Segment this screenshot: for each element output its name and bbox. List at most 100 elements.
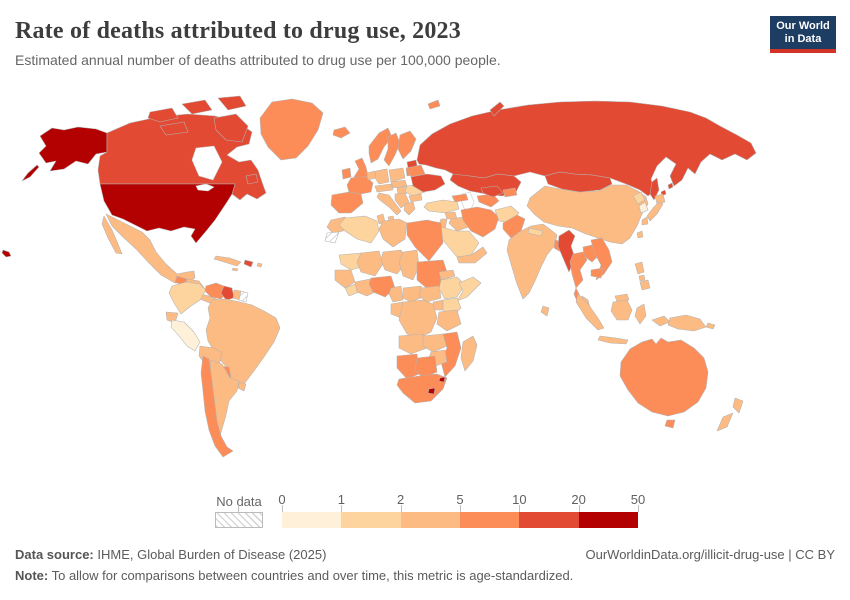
legend-bin-1-2[interactable] [341,512,401,528]
country-italy[interactable] [376,192,402,216]
country-south-korea[interactable] [638,201,649,214]
country-canada-arctic-1[interactable] [147,107,179,123]
country-japan-hokkaido[interactable] [654,193,666,205]
country-chad[interactable] [398,249,420,281]
country-angola[interactable] [398,333,428,355]
country-poland[interactable] [388,167,406,183]
country-senegal-guinea[interactable] [334,269,356,289]
country-tanzania[interactable] [436,309,462,332]
country-somalia[interactable] [456,276,482,302]
country-ethiopia[interactable] [438,276,466,300]
legend-bin-0-1[interactable] [282,512,342,528]
country-uruguay[interactable] [237,381,247,392]
legend-bin-5-10[interactable] [459,512,520,528]
country-iran[interactable] [460,206,500,238]
country-indonesia-sulawesi[interactable] [634,303,647,325]
country-lesotho[interactable] [427,387,436,395]
country-drc[interactable] [398,299,438,339]
country-haiti-dominican-republic[interactable] [243,259,254,268]
country-mexico[interactable] [105,213,196,284]
country-cambodia[interactable] [590,267,604,279]
country-norway-svalbard[interactable] [427,99,441,110]
country-australia-tasmania[interactable] [664,419,676,429]
country-mongolia[interactable] [544,171,613,193]
country-north-korea[interactable] [632,191,646,205]
country-canada-arctic-2[interactable] [181,99,213,115]
country-finland[interactable] [397,130,417,160]
country-mozambique[interactable] [440,331,462,378]
country-madagascar[interactable] [460,335,478,372]
country-indonesia-java[interactable] [597,335,629,345]
country-united-states-hawaii[interactable] [1,249,12,258]
country-canada-baffin[interactable] [213,113,249,143]
country-south-sudan[interactable] [418,285,442,303]
country-zambia[interactable] [422,333,448,353]
country-russia-sakhalin[interactable] [649,177,660,201]
country-chile[interactable] [200,355,234,458]
country-indonesia-borneo[interactable] [610,299,633,321]
owid-logo[interactable]: Our World in Data [770,16,836,53]
country-central-african-republic[interactable] [402,285,426,303]
legend-bin-10-20[interactable] [519,512,579,528]
country-japan-honshu[interactable] [646,201,664,222]
country-bulgaria[interactable] [408,193,423,203]
country-thailand[interactable] [569,251,588,289]
country-greenland[interactable] [259,98,324,161]
country-vietnam[interactable] [590,237,613,281]
country-canada-newfoundland[interactable] [245,173,259,185]
country-japan-kyushu[interactable] [641,216,649,226]
country-australia[interactable] [619,337,709,417]
country-united-states-aleutians[interactable] [21,164,40,182]
country-ireland[interactable] [341,167,352,180]
country-guyana[interactable] [220,285,235,301]
country-philippines-visayas[interactable] [638,274,646,282]
country-switzerland-austria[interactable] [374,183,394,193]
country-mexico-baja[interactable] [101,215,123,255]
country-iceland[interactable] [332,126,351,139]
country-philippines-luzon[interactable] [634,261,645,275]
country-belarus[interactable] [406,164,426,178]
country-india[interactable] [506,223,558,300]
country-caucasus[interactable] [451,193,469,203]
country-taiwan[interactable] [636,230,644,239]
country-papua-new-guinea[interactable] [667,314,707,332]
country-uzbekistan[interactable] [480,185,504,198]
no-data-swatch[interactable] [215,512,263,528]
country-yemen-oman[interactable] [456,246,488,264]
country-russia-novaya-zemlya[interactable] [489,101,505,117]
country-eswatini[interactable] [438,376,446,383]
country-new-zealand-south[interactable] [716,412,734,432]
country-belgium-netherlands[interactable] [366,170,377,181]
country-greece[interactable] [403,201,416,216]
country-norway[interactable] [368,127,393,164]
country-namibia[interactable] [396,353,420,380]
country-kyrgyzstan-tajikistan[interactable] [502,187,518,198]
country-indonesia-sumatra[interactable] [575,293,605,331]
country-puerto-rico[interactable] [256,262,263,268]
country-turkey[interactable] [423,199,460,214]
country-canada-arctic-4[interactable] [159,121,189,136]
country-eritrea-djibouti[interactable] [438,269,456,281]
country-china[interactable] [526,184,649,245]
country-french-guiana[interactable] [238,290,249,303]
country-canada-arctic-3[interactable] [217,95,247,111]
legend-bin-20-50[interactable] [578,512,638,528]
country-sri-lanka[interactable] [540,305,550,317]
country-jamaica[interactable] [231,267,239,272]
country-spain-portugal[interactable] [330,191,364,214]
country-indonesia-papua[interactable] [651,315,671,327]
country-colombia[interactable] [168,281,207,315]
country-algeria[interactable] [338,215,380,244]
country-south-africa[interactable] [396,373,448,404]
country-germany[interactable] [374,168,390,185]
country-cameroon[interactable] [388,285,404,303]
country-western-sahara[interactable] [324,231,340,244]
attribution-link[interactable]: OurWorldinData.org/illicit-drug-use | CC… [585,547,836,562]
country-new-zealand-north[interactable] [732,397,744,414]
country-png-new-britain[interactable] [705,322,716,330]
country-libya[interactable] [378,218,408,248]
country-egypt[interactable] [406,219,444,262]
legend-bin-2-5[interactable] [400,512,460,528]
country-russia-kuril-2[interactable] [667,182,674,190]
country-france[interactable] [346,175,374,195]
